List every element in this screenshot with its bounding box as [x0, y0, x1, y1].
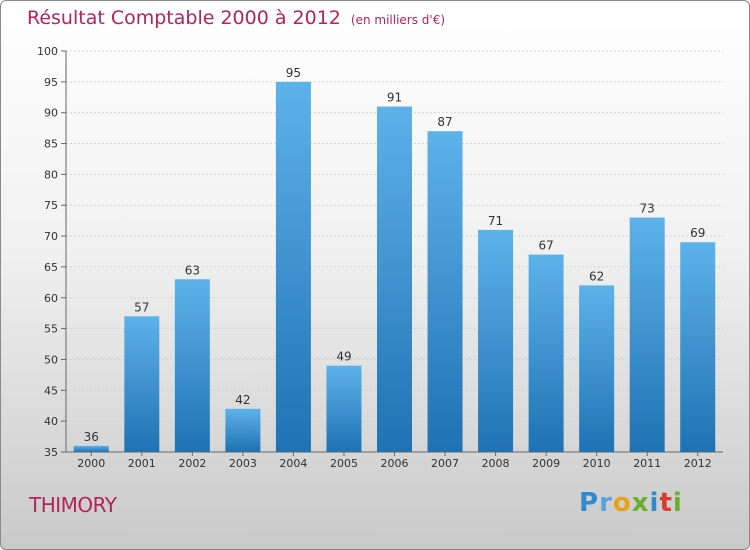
- bar: [427, 131, 463, 452]
- y-tick-label: 50: [44, 353, 58, 366]
- bar: [528, 254, 564, 452]
- x-tick-label: 2010: [583, 457, 611, 470]
- proxiti-logo: Proxiti: [579, 488, 683, 518]
- bar: [326, 365, 362, 452]
- bar: [73, 445, 109, 452]
- data-label: 62: [589, 269, 604, 283]
- bar: [275, 81, 311, 452]
- labels: 36 57 63 42 95 49 91 87 71 67 62 73 69: [84, 66, 706, 444]
- data-label: 42: [235, 393, 250, 407]
- logo-letter: x: [631, 488, 650, 518]
- x-tick-label: 2011: [633, 457, 661, 470]
- x-tick-label: 2009: [532, 457, 560, 470]
- data-label: 63: [185, 263, 200, 277]
- bar: [174, 279, 210, 452]
- y-tick-label: 80: [44, 168, 58, 181]
- commune-name: THIMORY: [29, 493, 117, 517]
- bar: [225, 408, 261, 452]
- bars: [73, 81, 716, 453]
- y-tick-label: 75: [44, 199, 58, 212]
- bar: [680, 242, 716, 452]
- y-tick-label: 55: [44, 323, 58, 336]
- logo-letter: o: [612, 488, 632, 518]
- y-tick-label: 40: [44, 415, 58, 428]
- bar: [478, 229, 514, 452]
- x-tick-label: 2005: [330, 457, 358, 470]
- chart-title-main: Résultat Comptable 2000 à 2012: [27, 7, 341, 29]
- y-tick-label: 70: [44, 230, 58, 243]
- data-label: 71: [488, 214, 503, 228]
- logo-letter: i: [649, 488, 660, 518]
- data-label: 73: [640, 202, 655, 216]
- y-tick-label: 95: [44, 76, 58, 89]
- y-tick-label: 60: [44, 292, 58, 305]
- x-tick-label: 2008: [482, 457, 510, 470]
- y-tick-label: 90: [44, 107, 58, 120]
- data-label: 67: [538, 239, 553, 253]
- bar: [579, 285, 615, 452]
- y-tick-label: 65: [44, 261, 58, 274]
- y-tick-label: 85: [44, 138, 58, 151]
- logo-letter: r: [599, 488, 613, 518]
- logo-letter: i: [672, 488, 683, 518]
- y-tick-label: 35: [44, 446, 58, 459]
- x-tick-label: 2012: [684, 457, 712, 470]
- bar: [124, 316, 160, 452]
- y-tick-label: 45: [44, 384, 58, 397]
- x-tick-label: 2003: [229, 457, 257, 470]
- x-tick-label: 2000: [77, 457, 105, 470]
- data-label: 95: [286, 66, 301, 80]
- chart-title-unit: (en milliers d'€): [350, 13, 446, 27]
- data-label: 87: [437, 115, 452, 129]
- bar: [377, 106, 412, 453]
- x-tick-label: 2002: [178, 457, 206, 470]
- data-label: 57: [134, 300, 149, 314]
- axes: 35 40 45 50 55 60 65 70 75 80 85 90 95 100 2000 2001 200…: [37, 45, 723, 470]
- x-tick-label: 2004: [279, 457, 307, 470]
- x-tick-label: 2006: [381, 457, 409, 470]
- x-tick-label: 2001: [128, 457, 156, 470]
- data-label: 69: [690, 226, 705, 240]
- data-label: 36: [84, 430, 99, 444]
- logo-letter: P: [579, 488, 600, 518]
- chart-title: Résultat Comptable 2000 à 2012 (en millie…: [27, 7, 445, 29]
- x-tick-label: 2007: [431, 457, 459, 470]
- data-label: 91: [387, 91, 402, 105]
- bar: [629, 217, 665, 452]
- data-label: 49: [336, 350, 351, 364]
- y-tick-label: 100: [37, 45, 58, 58]
- logo-letter: t: [659, 488, 673, 518]
